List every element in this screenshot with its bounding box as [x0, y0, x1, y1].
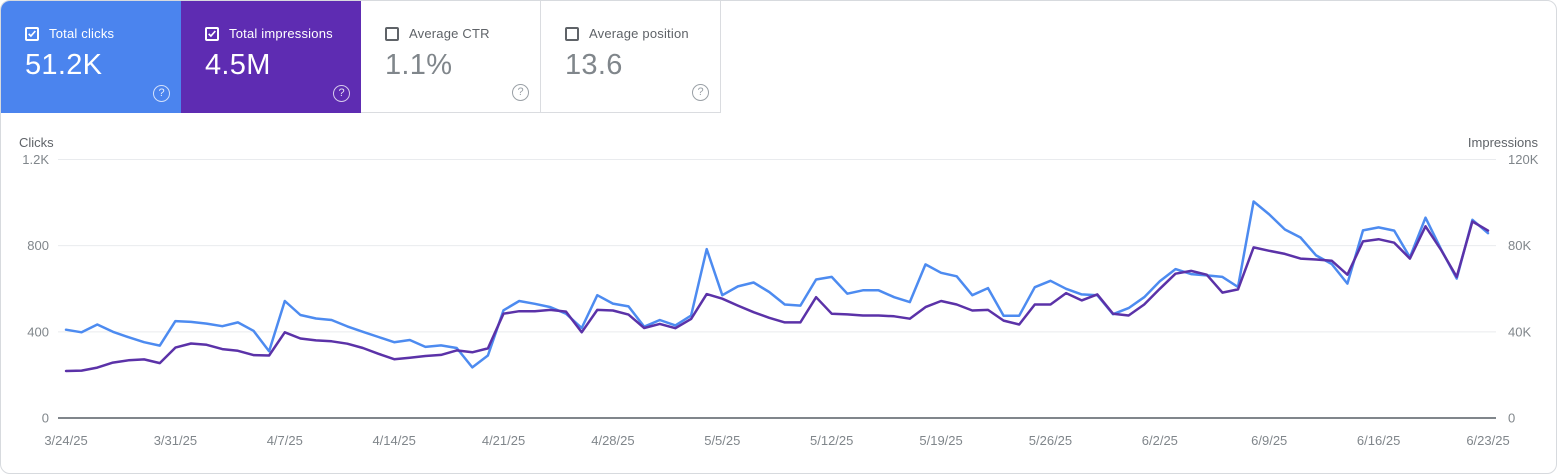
total-clicks-value: 51.2K	[25, 49, 103, 81]
metric-cards-row: Total clicks 51.2K ? Total impressions 4…	[1, 1, 721, 113]
average-position-value: 13.6	[565, 49, 623, 81]
left-axis-title: Clicks	[19, 135, 54, 150]
average-position-checkbox[interactable]	[565, 26, 579, 41]
metric-card-total-impressions[interactable]: Total impressions 4.5M ?	[181, 1, 361, 113]
series-line-clicks	[64, 200, 1490, 369]
right-axis-tick: 120K	[1508, 152, 1539, 167]
average-ctr-checkbox[interactable]	[385, 26, 399, 41]
x-axis-tick: 5/12/25	[810, 433, 853, 448]
left-axis-tick: 800	[27, 238, 49, 253]
help-icon[interactable]: ?	[333, 85, 350, 102]
right-axis-tick: 80K	[1508, 238, 1531, 253]
total-impressions-value: 4.5M	[205, 49, 271, 81]
average-position-label: Average position	[589, 26, 689, 41]
right-axis-title: Impressions	[1468, 135, 1539, 150]
metric-card-average-position[interactable]: Average position 13.6 ?	[541, 1, 721, 113]
x-axis-tick: 4/28/25	[591, 433, 634, 448]
x-axis-tick: 3/31/25	[154, 433, 197, 448]
checkmark-icon	[28, 30, 36, 38]
help-icon[interactable]: ?	[512, 84, 529, 101]
x-axis-tick: 5/5/25	[704, 433, 740, 448]
help-icon[interactable]: ?	[153, 85, 170, 102]
metric-card-total-clicks[interactable]: Total clicks 51.2K ?	[1, 1, 181, 113]
total-clicks-label: Total clicks	[49, 26, 115, 41]
x-axis-tick: 5/26/25	[1029, 433, 1072, 448]
checkmark-icon	[208, 30, 216, 38]
x-axis-tick: 4/7/25	[267, 433, 303, 448]
series-line-impressions	[64, 220, 1490, 373]
x-axis-tick: 6/23/25	[1466, 433, 1509, 448]
metric-card-average-ctr[interactable]: Average CTR 1.1% ?	[361, 1, 541, 113]
x-axis-tick: 4/14/25	[372, 433, 415, 448]
total-impressions-checkbox[interactable]	[205, 26, 219, 41]
left-axis-tick: 1.2K	[22, 152, 49, 167]
total-impressions-label: Total impressions	[229, 26, 333, 41]
left-axis-tick: 0	[42, 411, 49, 426]
help-icon[interactable]: ?	[692, 84, 709, 101]
x-axis-tick: 6/16/25	[1357, 433, 1400, 448]
right-axis-tick: 0	[1508, 411, 1515, 426]
x-axis-tick: 3/24/25	[44, 433, 87, 448]
average-ctr-label: Average CTR	[409, 26, 490, 41]
total-clicks-checkbox[interactable]	[25, 26, 39, 41]
x-axis-tick: 6/2/25	[1142, 433, 1178, 448]
average-ctr-value: 1.1%	[385, 49, 453, 81]
left-axis-tick: 400	[27, 324, 49, 339]
x-axis-tick: 5/19/25	[919, 433, 962, 448]
right-axis-tick: 40K	[1508, 324, 1531, 339]
x-axis-tick: 4/21/25	[482, 433, 525, 448]
x-axis-tick: 6/9/25	[1251, 433, 1287, 448]
